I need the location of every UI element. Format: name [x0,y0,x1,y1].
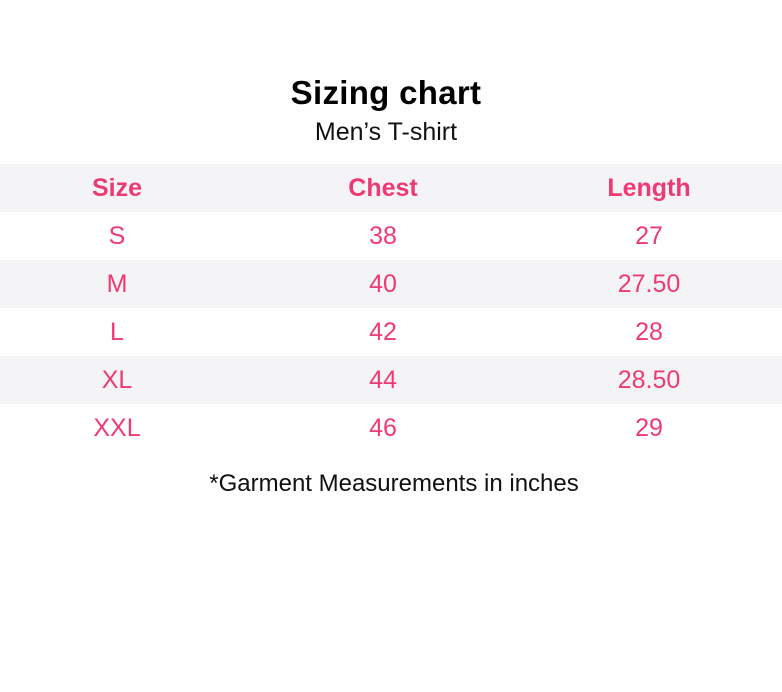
table-row: S 38 27 [0,212,782,260]
chest-cell: 42 [369,317,397,346]
length-cell: 28 [635,317,663,346]
size-cell: S [108,221,126,250]
chest-cell: 46 [369,413,397,442]
page-subtitle: Men’s T-shirt [314,118,458,146]
size-cell: L [110,317,124,346]
table-row: XL 44 28.50 [0,356,782,404]
table-row: L 42 28 [0,308,782,356]
header-chest: Chest [348,173,418,202]
header-size: Size [91,173,143,202]
sizing-table: Size Chest Length S 38 27 M 40 27.50 L 42 28 XL 44… [0,164,782,452]
size-cell: XL [101,365,133,394]
size-cell: M [106,269,128,298]
length-cell: 27 [635,221,663,250]
header-length: Length [607,173,691,202]
table-row: M 40 27.50 [0,260,782,308]
chest-cell: 40 [369,269,397,298]
chest-cell: 44 [369,365,397,394]
length-cell: 29 [635,413,663,442]
length-cell: 27.50 [617,269,681,298]
table-row: XXL 46 29 [0,404,782,452]
measurement-note: *Garment Measurements in inches [209,470,579,497]
table-header-row: Size Chest Length [0,164,782,212]
length-cell: 28.50 [617,365,681,394]
page-title: Sizing chart [290,74,482,111]
chest-cell: 38 [369,221,397,250]
size-cell: XXL [93,413,141,442]
